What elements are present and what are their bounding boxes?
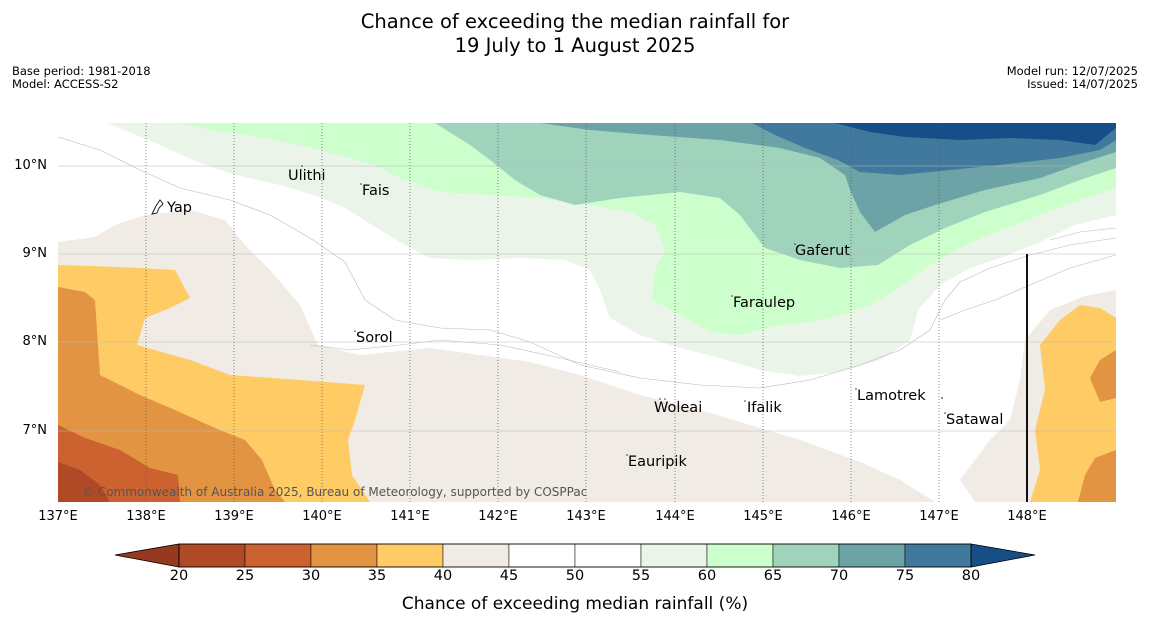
- lat-label-10n: 10°N: [14, 158, 47, 173]
- colorbar-tick-label: 70: [829, 568, 849, 584]
- colorbar-label: Chance of exceeding median rainfall (%): [401, 594, 749, 614]
- colorbar-segment: [310, 543, 378, 568]
- lon-label-142e: 142°E: [478, 509, 518, 524]
- map-canvas: [58, 123, 1116, 502]
- meta-right: Model run: 12/07/2025 Issued: 14/07/2025: [1007, 65, 1138, 91]
- region-20-25: [58, 462, 110, 502]
- place-label-fais: Fais: [362, 183, 390, 199]
- lon-label-139e: 139°E: [214, 509, 254, 524]
- colorbar-tick-label: 30: [301, 568, 321, 584]
- title-line-1: Chance of exceeding the median rainfall …: [360, 10, 790, 33]
- lon-label-137e: 137°E: [38, 509, 78, 524]
- colorbar-over-arrow: [970, 543, 1036, 568]
- place-label-sorol: Sorol: [356, 330, 393, 346]
- place-label-ifalik: Ifalik: [747, 400, 782, 416]
- lon-label-141e: 141°E: [390, 509, 430, 524]
- map-title: Chance of exceeding the median rainfall …: [0, 10, 1150, 58]
- colorbar-tick-label: 45: [499, 568, 519, 584]
- colorbar-tick-label: 55: [631, 568, 651, 584]
- colorbar-tick-label: 65: [763, 568, 783, 584]
- lat-label-8n: 8°N: [22, 334, 48, 349]
- colorbar-under-arrow: [114, 543, 180, 568]
- lon-gridlines: [145, 123, 940, 502]
- lon-label-147e: 147°E: [919, 509, 959, 524]
- copyright-notice: © Commonwealth of Australia 2025, Bureau…: [82, 485, 588, 499]
- colorbar-tick-label: 60: [697, 568, 717, 584]
- colorbar-segment: [904, 543, 972, 568]
- lon-label-138e: 138°E: [126, 509, 166, 524]
- place-label-faraulep: Faraulep: [733, 295, 796, 311]
- lon-label-146e: 146°E: [831, 509, 871, 524]
- contour-lines: [58, 136, 1116, 389]
- issued-date: Issued: 14/07/2025: [1027, 77, 1138, 91]
- region-35-40-east: [1030, 305, 1116, 502]
- colorbar-segment: [244, 543, 312, 568]
- colorbar-segment: [772, 543, 840, 568]
- colorbar-segment: [508, 543, 576, 568]
- region-30-35-east: [1078, 350, 1116, 502]
- colorbar-segments: [178, 543, 972, 568]
- colorbar-segment: [706, 543, 774, 568]
- island-markers: [151, 165, 946, 456]
- yap-island-shape: [151, 199, 164, 215]
- place-label-satawal: Satawal: [946, 412, 1004, 428]
- colorbar-tick-label: 20: [169, 568, 189, 584]
- model-run: Model run: 12/07/2025: [1006, 64, 1138, 78]
- lat-label-7n: 7°N: [22, 423, 48, 438]
- meta-left: Base period: 1981-2018 Model: ACCESS-S2: [12, 65, 151, 91]
- lon-label-145e: 145°E: [743, 509, 783, 524]
- colorbar-segment: [442, 543, 510, 568]
- model-name: Model: ACCESS-S2: [12, 77, 119, 91]
- colorbar-tick-label: 80: [961, 568, 981, 584]
- colorbar: [114, 543, 1036, 568]
- colorbar-segment: [376, 543, 444, 568]
- colorbar-segment: [640, 543, 708, 568]
- colorbar-frame: [178, 543, 972, 568]
- place-label-lamotrek: Lamotrek: [857, 388, 926, 404]
- colorbar-tick-label: 25: [235, 568, 255, 584]
- lon-label-143e: 143°E: [566, 509, 606, 524]
- lon-label-140e: 140°E: [302, 509, 342, 524]
- lat-label-9n: 9°N: [22, 246, 48, 261]
- colorbar-segment: [838, 543, 906, 568]
- title-line-2: 19 July to 1 August 2025: [454, 34, 696, 57]
- colorbar-tick-label: 75: [895, 568, 915, 584]
- colorbar-tick-label: 40: [433, 568, 453, 584]
- colorbar-tick-label: 50: [565, 568, 585, 584]
- region-over-80: [835, 123, 1116, 145]
- place-label-ulithi: Ulithi: [288, 168, 326, 184]
- place-label-yap: Yap: [167, 200, 192, 216]
- colorbar-tick-label: 35: [367, 568, 387, 584]
- rainfall-map: [58, 123, 1116, 502]
- place-label-woleai: Woleai: [654, 400, 703, 416]
- base-period: Base period: 1981-2018: [12, 64, 151, 78]
- lon-label-144e: 144°E: [655, 509, 695, 524]
- place-label-eauripik: Eauripik: [628, 454, 687, 470]
- colorbar-segment: [574, 543, 642, 568]
- place-label-gaferut: Gaferut: [795, 243, 850, 259]
- colorbar-segment: [178, 543, 246, 568]
- lon-label-148e: 148°E: [1007, 509, 1047, 524]
